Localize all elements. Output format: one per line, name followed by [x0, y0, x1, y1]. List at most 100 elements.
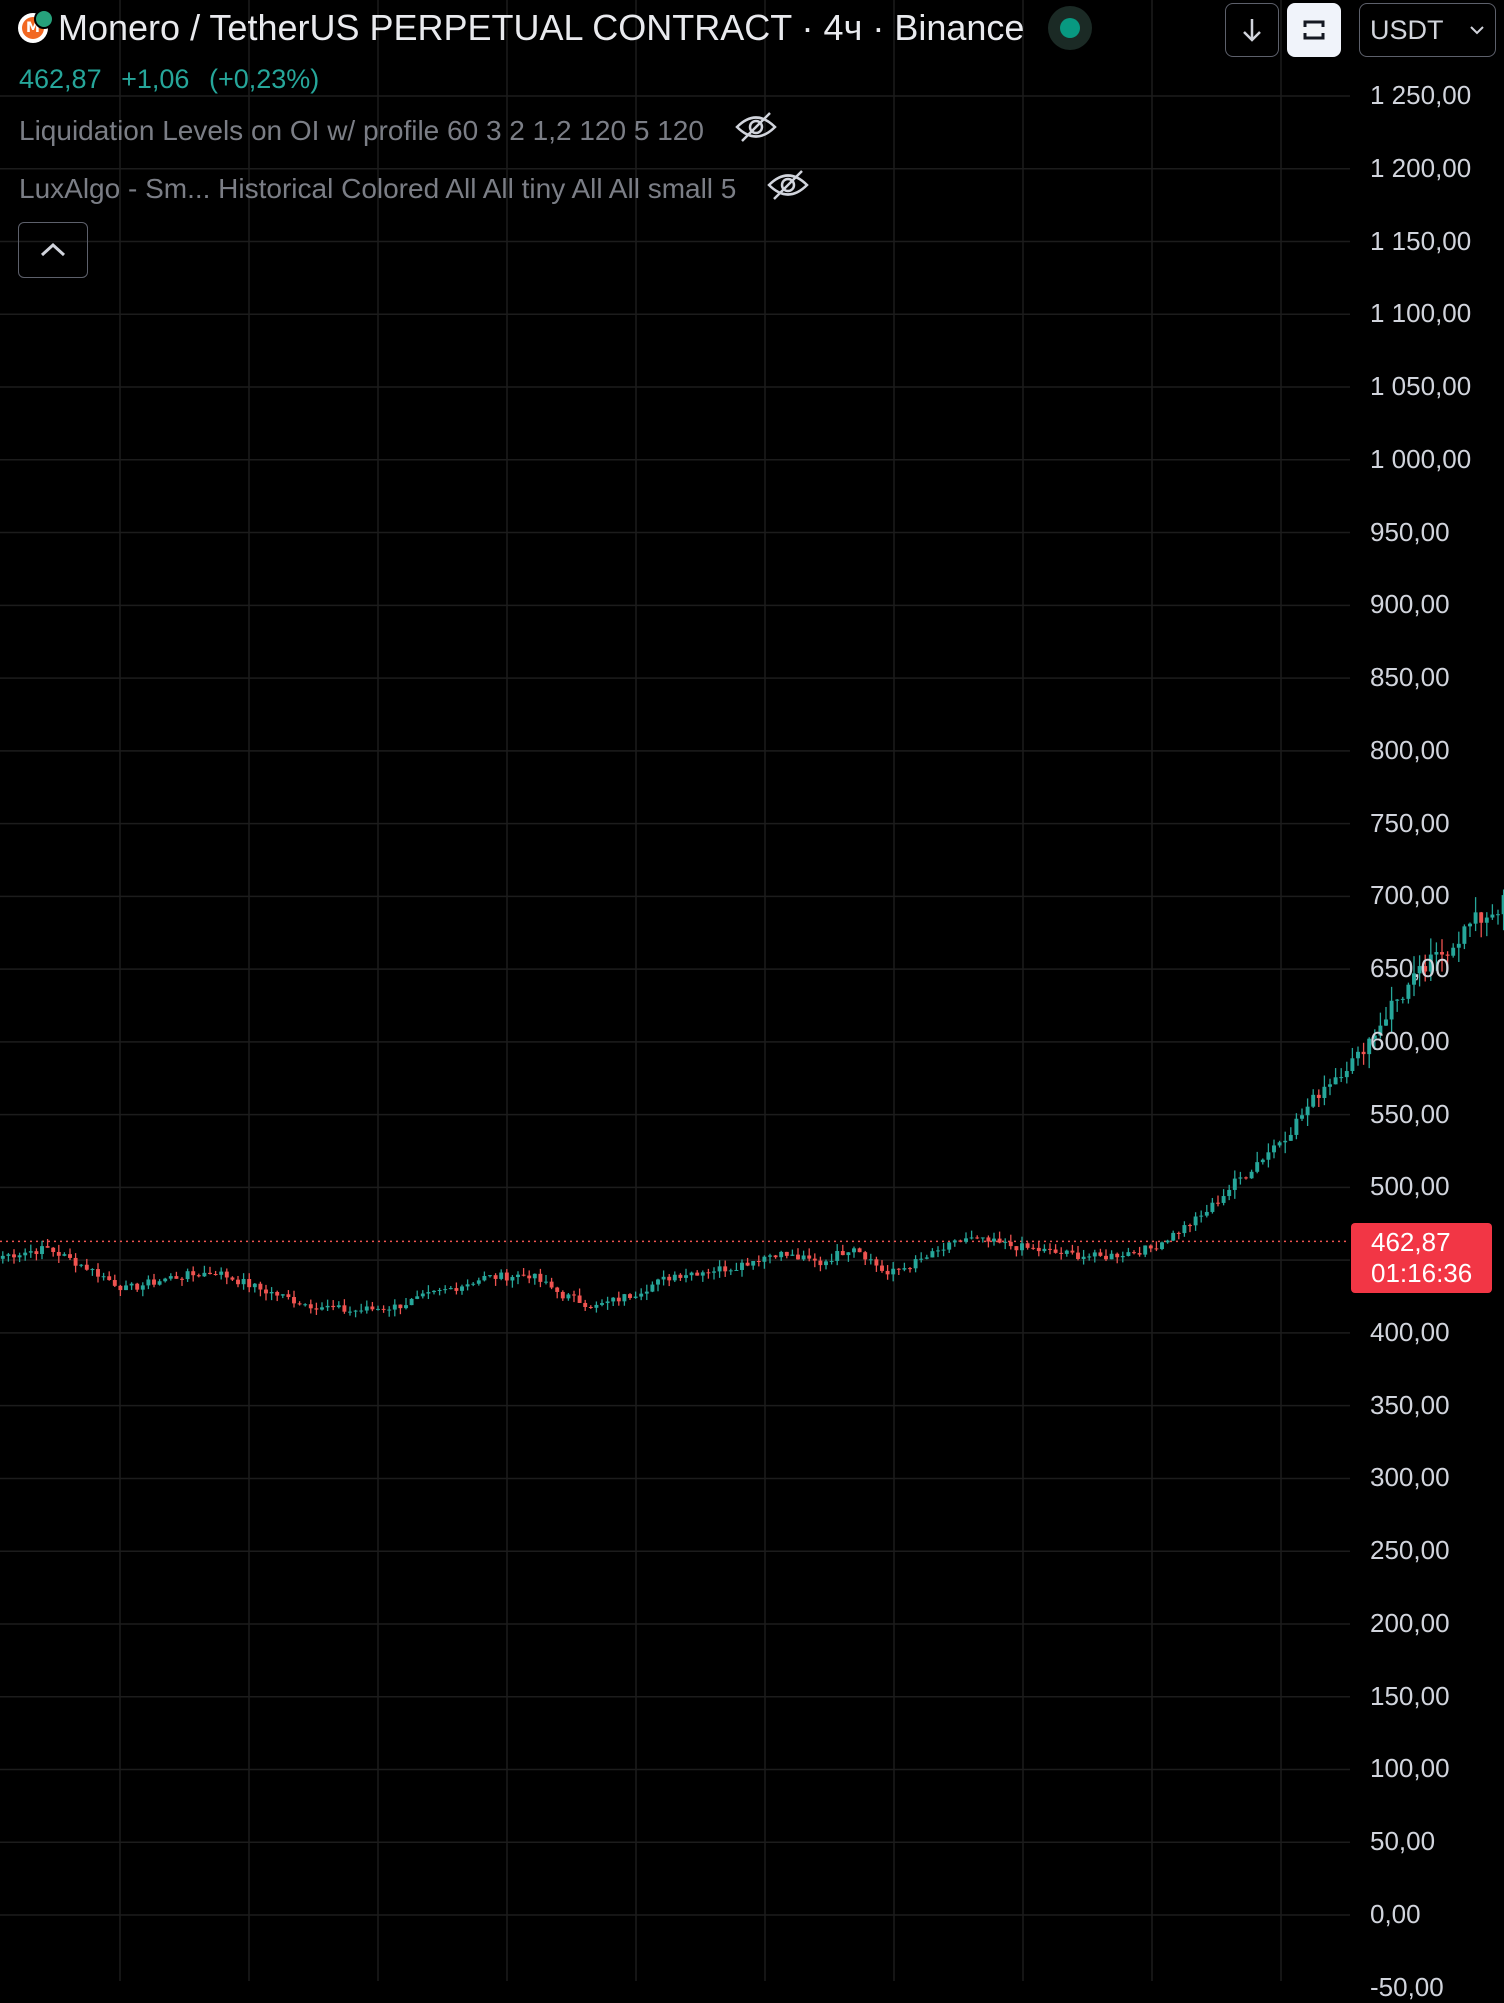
candle-body	[712, 1271, 716, 1273]
candle-body	[1076, 1252, 1080, 1259]
candle-body	[196, 1275, 201, 1277]
candle	[1339, 1068, 1344, 1083]
candle-body	[902, 1268, 907, 1270]
candle	[656, 1278, 660, 1292]
y-tick-label: 1 000,00	[1370, 443, 1472, 474]
candle	[975, 1235, 980, 1240]
candle-body	[208, 1272, 212, 1275]
candle	[504, 1269, 509, 1286]
candle-body	[992, 1238, 996, 1242]
scroll-to-latest-button[interactable]	[1225, 3, 1279, 57]
candle-body	[577, 1295, 582, 1303]
candle	[56, 1244, 61, 1263]
candle	[62, 1252, 67, 1257]
y-tick-label: 300,00	[1370, 1462, 1450, 1493]
candle	[1182, 1221, 1187, 1237]
candle-body	[448, 1288, 453, 1290]
candle-body	[73, 1257, 78, 1266]
candle-body	[1322, 1086, 1327, 1098]
candle-body	[34, 1251, 39, 1255]
candle-body	[96, 1269, 100, 1277]
candle-body	[857, 1248, 862, 1253]
candle-body	[1020, 1243, 1024, 1251]
candle-body	[1199, 1215, 1204, 1217]
candle	[247, 1273, 252, 1293]
candle	[521, 1268, 526, 1277]
candle	[773, 1254, 778, 1259]
symbol-title[interactable]: Monero / TetherUS PERPETUAL CONTRACT · 4…	[58, 7, 1025, 48]
candle	[1008, 1234, 1013, 1250]
candle	[885, 1265, 890, 1280]
candle-body	[1272, 1145, 1276, 1153]
candle	[1216, 1195, 1220, 1207]
candle-body	[465, 1284, 470, 1287]
candle	[129, 1282, 134, 1290]
candle	[1120, 1251, 1125, 1263]
eye-off-icon[interactable]	[734, 110, 778, 151]
candle	[544, 1274, 548, 1285]
candle	[376, 1305, 380, 1311]
candle-body	[958, 1240, 963, 1242]
candle-body	[969, 1237, 974, 1239]
sync-button[interactable]	[1287, 3, 1341, 57]
candle-body	[460, 1286, 464, 1291]
candle	[1232, 1170, 1237, 1199]
candle-body	[997, 1238, 1002, 1243]
candle-body	[532, 1273, 537, 1279]
candle	[124, 1280, 128, 1291]
candle-body	[1081, 1256, 1086, 1259]
candle-body	[1003, 1241, 1008, 1243]
candle-body	[1428, 954, 1433, 972]
candle-body	[885, 1270, 890, 1275]
candle-body	[1176, 1232, 1181, 1234]
candle-body	[880, 1265, 884, 1271]
candle-body	[1288, 1134, 1293, 1141]
candle-body	[678, 1274, 683, 1278]
candle	[1400, 996, 1405, 1004]
candle-body	[1204, 1211, 1209, 1216]
candle	[219, 1267, 224, 1280]
candle	[40, 1240, 44, 1260]
candle	[1333, 1068, 1338, 1085]
candle	[364, 1300, 369, 1314]
candle	[432, 1290, 436, 1295]
candle-body	[510, 1277, 515, 1281]
candle	[896, 1268, 901, 1276]
candle	[639, 1288, 644, 1301]
candle-body	[12, 1254, 16, 1258]
market-status-indicator[interactable]	[1048, 6, 1093, 50]
candle-body	[1232, 1178, 1237, 1190]
candle	[1344, 1061, 1349, 1084]
candle	[314, 1302, 319, 1315]
price-summary: 462,87 +1,06 (+0,23%)	[19, 64, 331, 95]
currency-select[interactable]: USDT	[1359, 3, 1496, 57]
candle	[560, 1290, 565, 1301]
bar-countdown: 01:16:36	[1371, 1258, 1473, 1288]
candle-body	[370, 1306, 375, 1310]
indicator-row-luxalgo[interactable]: LuxAlgo - Sm... Historical Colored All A…	[19, 168, 810, 209]
eye-off-icon[interactable]	[766, 168, 810, 209]
candle-body	[135, 1283, 140, 1290]
candle	[224, 1268, 229, 1285]
candle-body	[1210, 1202, 1215, 1212]
candle-body	[499, 1272, 504, 1279]
candle-body	[572, 1294, 576, 1296]
collapse-indicators-button[interactable]	[18, 222, 88, 278]
candle-body	[426, 1292, 431, 1294]
candle	[420, 1290, 425, 1299]
candle-body	[740, 1262, 744, 1270]
candle	[712, 1267, 716, 1280]
candle-body	[1031, 1247, 1036, 1249]
candle-body	[566, 1294, 571, 1299]
grid-layer	[0, 0, 1350, 1981]
candle	[516, 1271, 520, 1285]
candle	[168, 1273, 173, 1281]
candle	[1160, 1241, 1164, 1251]
indicator-row-liquidation[interactable]: Liquidation Levels on OI w/ profile 60 3…	[19, 110, 778, 151]
candle	[936, 1246, 940, 1258]
candle-body	[919, 1258, 924, 1260]
candle	[264, 1284, 268, 1301]
candle	[488, 1274, 492, 1278]
